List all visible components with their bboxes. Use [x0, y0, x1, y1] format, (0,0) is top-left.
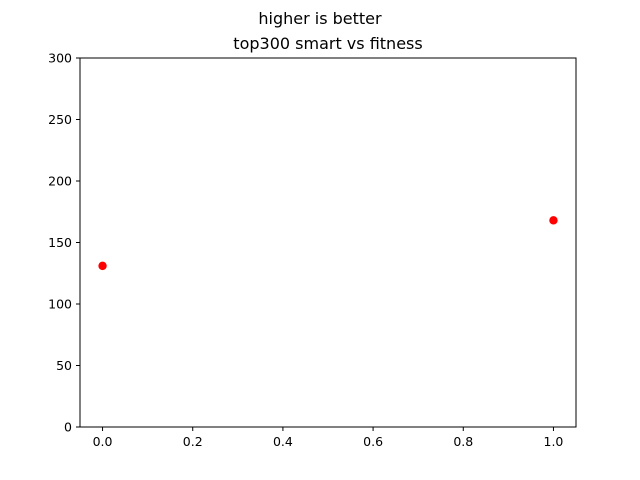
y-tick-label: 150: [48, 235, 72, 250]
chart-suptitle: higher is better: [258, 9, 382, 28]
y-tick-label: 100: [48, 297, 72, 312]
x-tick-label: 0.4: [273, 434, 293, 449]
chart-title: top300 smart vs fitness: [233, 34, 422, 53]
y-tick-label: 250: [48, 112, 72, 127]
x-tick-label: 1.0: [544, 434, 564, 449]
y-tick-label: 50: [56, 358, 72, 373]
x-tick-label: 0.0: [93, 434, 113, 449]
y-tick-label: 200: [48, 174, 72, 189]
plot-area: 0.0 0.2 0.4 0.6 0.8 1.0 0 50 100 150 200 250 300: [48, 51, 577, 449]
data-point: [549, 216, 558, 225]
y-tick-label: 300: [48, 51, 72, 66]
x-tick-label: 0.2: [183, 434, 203, 449]
x-tick-label: 0.8: [453, 434, 473, 449]
x-tick-label: 0.6: [363, 434, 383, 449]
plot-frame: [79, 57, 577, 428]
y-tick-label: 0: [64, 420, 72, 435]
data-point: [98, 261, 107, 271]
